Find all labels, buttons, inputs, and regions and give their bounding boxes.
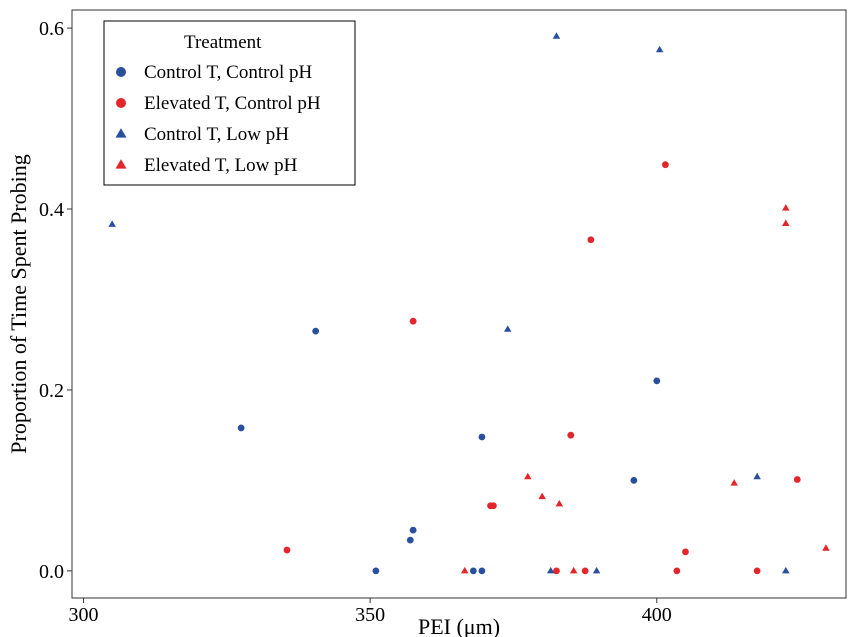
y-axis: 0.0 0.2 0.4 0.6 xyxy=(39,18,72,583)
data-point-circle xyxy=(673,567,681,575)
data-point-triangle xyxy=(460,566,469,574)
x-axis: 300 350 400 xyxy=(68,598,672,626)
data-point-triangle xyxy=(782,566,790,574)
data-point-triangle xyxy=(503,325,512,332)
data-point-triangle xyxy=(555,499,564,507)
data-point-circle xyxy=(469,567,477,575)
legend-label: Elevated T, Control pH xyxy=(144,93,321,114)
legend-label: Control T, Low pH xyxy=(144,124,289,145)
data-point-triangle xyxy=(524,472,532,480)
data-point-circle xyxy=(653,377,661,385)
data-point-triangle xyxy=(655,45,664,53)
data-point-circle xyxy=(793,476,801,483)
data-point-circle xyxy=(372,567,380,575)
y-axis-title: Proportion of Time Spent Probing xyxy=(6,154,31,453)
data-point-circle xyxy=(587,236,595,244)
data-point-triangle xyxy=(782,219,790,226)
data-point-circle xyxy=(237,424,245,432)
legend-marker-triangle xyxy=(115,128,127,138)
data-point-circle xyxy=(630,477,638,484)
legend-title: Treatment xyxy=(184,32,262,53)
y-tick-label: 0.4 xyxy=(39,199,64,221)
data-point-triangle xyxy=(822,544,830,551)
data-point-circle xyxy=(312,327,320,335)
data-point-circle xyxy=(581,567,589,575)
y-tick-label: 0.0 xyxy=(39,561,64,583)
data-point-circle xyxy=(409,526,417,534)
data-point-circle xyxy=(478,567,486,575)
data-point-triangle xyxy=(592,566,601,574)
data-point-circle xyxy=(567,431,575,439)
legend-label: Elevated T, Low pH xyxy=(144,155,298,176)
legend-label: Control T, Control pH xyxy=(144,62,312,83)
data-point-circle xyxy=(753,567,761,575)
data-point-circle xyxy=(662,161,669,169)
x-tick-label: 350 xyxy=(355,604,385,626)
data-point-circle xyxy=(553,567,560,575)
legend: Treatment Control T, Control pH Elevated … xyxy=(103,20,356,186)
data-point-circle xyxy=(406,536,414,544)
data-point-circle xyxy=(283,546,291,554)
data-point-triangle xyxy=(538,492,546,500)
legend-items: Control T, Control pH Elevated T, Control… xyxy=(115,62,321,176)
data-point-triangle xyxy=(753,472,761,480)
data-point-triangle xyxy=(546,566,555,574)
legend-box xyxy=(103,20,356,186)
data-point-triangle xyxy=(782,204,790,211)
legend-marker-triangle xyxy=(115,159,127,169)
x-axis-title: PEI (μm) xyxy=(418,614,500,637)
data-point-circle xyxy=(682,548,689,556)
y-tick-label: 0.2 xyxy=(39,380,64,402)
data-point-triangle xyxy=(552,32,561,39)
data-point-triangle xyxy=(730,479,738,486)
x-tick-label: 400 xyxy=(642,604,672,626)
legend-marker-circle xyxy=(116,67,126,77)
data-point-triangle xyxy=(108,220,116,227)
legend-marker-circle xyxy=(116,98,126,108)
y-tick-label: 0.6 xyxy=(39,18,64,40)
data-point-circle xyxy=(490,502,497,510)
data-point-circle xyxy=(409,317,417,325)
data-marks xyxy=(108,32,830,575)
data-point-circle xyxy=(478,433,486,441)
data-point-triangle xyxy=(569,566,578,574)
x-tick-label: 300 xyxy=(68,604,98,626)
